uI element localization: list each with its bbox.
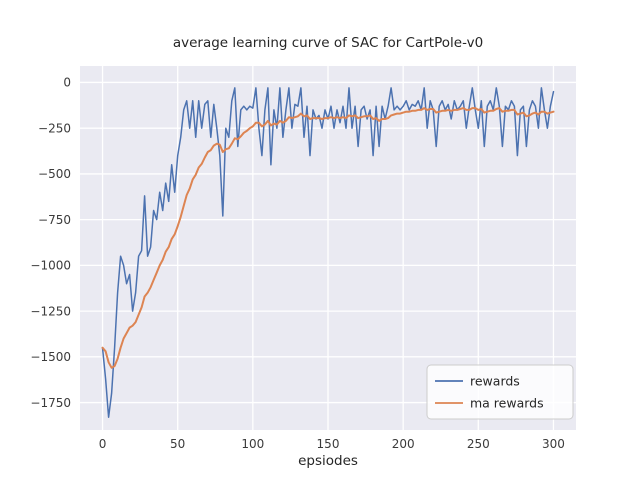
legend-label-rewards: rewards (470, 374, 520, 389)
series-line-ma-rewards (101, 107, 555, 369)
series-layer (101, 87, 555, 418)
y-tick-label: −1250 (30, 304, 71, 318)
y-tick-label: −250 (38, 121, 71, 135)
y-tick-label: 0 (63, 76, 71, 90)
grid-layer (80, 66, 576, 430)
tick-layer: 0 −250 −500 −750 −1000 −1250 −1500 −1750 0 50 100 1… (30, 76, 565, 451)
legend-label-ma-rewards: ma rewards (470, 396, 544, 411)
x-tick-label: 250 (467, 437, 490, 451)
legend: rewards ma rewards (426, 364, 574, 420)
x-axis-label: epsiodes (298, 453, 358, 469)
x-tick-label: 0 (99, 437, 107, 451)
legend-box (426, 364, 574, 420)
x-tick-label: 100 (241, 437, 264, 451)
y-tick-label: −1750 (30, 396, 71, 410)
x-tick-label: 150 (317, 437, 340, 451)
y-tick-label: −1500 (30, 350, 71, 364)
y-tick-label: −750 (38, 213, 71, 227)
y-tick-label: −500 (38, 167, 71, 181)
y-tick-label: −1000 (30, 259, 71, 273)
x-tick-label: 200 (392, 437, 415, 451)
x-tick-label: 300 (542, 437, 565, 451)
chart-title: average learning curve of SAC for CartPo… (173, 35, 483, 51)
x-tick-label: 50 (170, 437, 185, 451)
